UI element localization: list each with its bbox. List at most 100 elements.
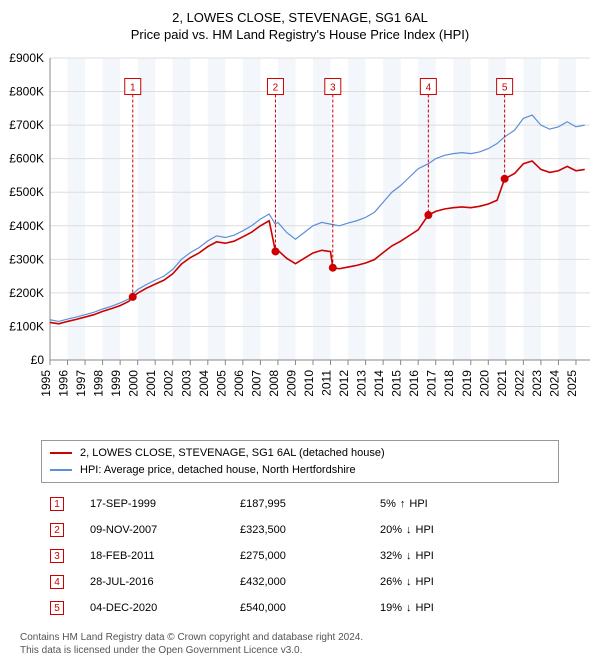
sale-pct: 20% xyxy=(380,524,402,536)
sale-delta: 32% ↓ HPI xyxy=(380,550,540,562)
sale-marker-icon: 3 xyxy=(50,549,64,563)
svg-text:1997: 1997 xyxy=(74,370,88,397)
svg-text:3: 3 xyxy=(330,83,336,94)
sale-price: £323,500 xyxy=(240,524,380,536)
legend: 2, LOWES CLOSE, STEVENAGE, SG1 6AL (deta… xyxy=(41,440,559,483)
sale-price: £432,000 xyxy=(240,576,380,588)
footer-line-2: This data is licensed under the Open Gov… xyxy=(20,644,580,657)
arrow-icon: ↓ xyxy=(406,602,412,614)
sale-marker-icon: 4 xyxy=(50,575,64,589)
svg-text:2015: 2015 xyxy=(390,370,404,397)
svg-text:£600K: £600K xyxy=(9,152,44,166)
svg-text:£300K: £300K xyxy=(9,252,44,266)
sale-delta: 26% ↓ HPI xyxy=(380,576,540,588)
arrow-icon: ↓ xyxy=(406,524,412,536)
svg-text:2002: 2002 xyxy=(162,370,176,397)
svg-text:1996: 1996 xyxy=(57,370,71,397)
legend-label-property: 2, LOWES CLOSE, STEVENAGE, SG1 6AL (deta… xyxy=(80,445,385,462)
svg-text:£700K: £700K xyxy=(9,118,44,132)
chart-subtitle: Price paid vs. HM Land Registry's House … xyxy=(2,27,598,42)
svg-text:1: 1 xyxy=(130,83,136,94)
sale-suffix: HPI xyxy=(416,524,434,536)
sale-suffix: HPI xyxy=(409,498,427,510)
svg-text:2008: 2008 xyxy=(267,370,281,397)
sales-row: 4 28-JUL-2016£432,00026% ↓ HPI xyxy=(50,569,550,595)
sale-delta: 5% ↑ HPI xyxy=(380,498,540,510)
svg-text:£800K: £800K xyxy=(9,85,44,99)
svg-text:2005: 2005 xyxy=(214,370,228,397)
svg-text:2024: 2024 xyxy=(547,370,561,397)
sale-marker-icon: 1 xyxy=(50,497,64,511)
svg-text:£400K: £400K xyxy=(9,219,44,233)
sale-delta: 20% ↓ HPI xyxy=(380,524,540,536)
svg-text:2025: 2025 xyxy=(565,370,579,397)
svg-text:2003: 2003 xyxy=(179,370,193,397)
svg-text:2023: 2023 xyxy=(530,370,544,397)
footer: Contains HM Land Registry data © Crown c… xyxy=(20,631,580,657)
sale-marker-icon: 2 xyxy=(50,523,64,537)
sale-delta: 19% ↓ HPI xyxy=(380,602,540,614)
sale-pct: 19% xyxy=(380,602,402,614)
sale-price: £540,000 xyxy=(240,602,380,614)
sale-date: 17-SEP-1999 xyxy=(90,498,240,510)
chart-plot: £0 £100K £200K £300K £400K £500K £600K £700K £80… xyxy=(2,50,598,430)
svg-text:2: 2 xyxy=(273,83,279,94)
svg-text:£200K: £200K xyxy=(9,286,44,300)
sale-suffix: HPI xyxy=(416,550,434,562)
svg-text:5: 5 xyxy=(502,83,508,94)
svg-text:2009: 2009 xyxy=(284,370,298,397)
svg-text:1998: 1998 xyxy=(92,370,106,397)
svg-text:2012: 2012 xyxy=(337,370,351,397)
svg-text:1995: 1995 xyxy=(39,370,53,397)
sale-price: £187,995 xyxy=(240,498,380,510)
svg-text:2007: 2007 xyxy=(249,370,263,397)
svg-text:1999: 1999 xyxy=(109,370,123,397)
sale-suffix: HPI xyxy=(416,602,434,614)
svg-text:2011: 2011 xyxy=(320,370,334,396)
svg-text:2018: 2018 xyxy=(442,370,456,397)
sale-date: 28-JUL-2016 xyxy=(90,576,240,588)
svg-text:2006: 2006 xyxy=(232,370,246,397)
sale-pct: 32% xyxy=(380,550,402,562)
sale-date: 18-FEB-2011 xyxy=(90,550,240,562)
svg-text:£500K: £500K xyxy=(9,185,44,199)
legend-row-property: 2, LOWES CLOSE, STEVENAGE, SG1 6AL (deta… xyxy=(50,445,550,462)
arrow-icon: ↓ xyxy=(406,550,412,562)
svg-text:2022: 2022 xyxy=(512,370,526,397)
sale-date: 09-NOV-2007 xyxy=(90,524,240,536)
sale-pct: 5% xyxy=(380,498,396,510)
sales-row: 5 04-DEC-2020£540,00019% ↓ HPI xyxy=(50,595,550,621)
svg-text:2020: 2020 xyxy=(477,370,491,397)
sale-price: £275,000 xyxy=(240,550,380,562)
arrow-icon: ↓ xyxy=(406,576,412,588)
sales-row: 3 18-FEB-2011£275,00032% ↓ HPI xyxy=(50,543,550,569)
svg-text:2021: 2021 xyxy=(495,370,509,397)
svg-text:2019: 2019 xyxy=(460,370,474,397)
svg-text:2000: 2000 xyxy=(127,370,141,397)
chart-container: 2, LOWES CLOSE, STEVENAGE, SG1 6AL Price… xyxy=(0,0,600,665)
svg-text:2013: 2013 xyxy=(355,370,369,397)
sale-date: 04-DEC-2020 xyxy=(90,602,240,614)
svg-text:4: 4 xyxy=(426,83,432,94)
svg-text:2004: 2004 xyxy=(197,370,211,397)
svg-text:2016: 2016 xyxy=(407,370,421,397)
legend-swatch-property xyxy=(50,452,72,454)
sale-marker-icon: 5 xyxy=(50,601,64,615)
svg-text:2014: 2014 xyxy=(372,370,386,397)
sales-row: 2 09-NOV-2007£323,50020% ↓ HPI xyxy=(50,517,550,543)
svg-text:£900K: £900K xyxy=(9,51,44,65)
legend-swatch-hpi xyxy=(50,469,72,471)
sale-pct: 26% xyxy=(380,576,402,588)
svg-text:2010: 2010 xyxy=(302,370,316,397)
legend-label-hpi: HPI: Average price, detached house, Nort… xyxy=(80,462,356,479)
legend-row-hpi: HPI: Average price, detached house, Nort… xyxy=(50,462,550,479)
chart-svg: £0 £100K £200K £300K £400K £500K £600K £700K £80… xyxy=(2,50,598,430)
sales-row: 1 17-SEP-1999£187,9955% ↑ HPI xyxy=(50,491,550,517)
chart-title: 2, LOWES CLOSE, STEVENAGE, SG1 6AL xyxy=(2,10,598,25)
svg-text:£0: £0 xyxy=(31,353,45,367)
svg-text:2001: 2001 xyxy=(144,370,158,397)
svg-text:2017: 2017 xyxy=(425,370,439,397)
sale-suffix: HPI xyxy=(416,576,434,588)
arrow-icon: ↑ xyxy=(400,498,406,510)
svg-text:£100K: £100K xyxy=(9,319,44,333)
